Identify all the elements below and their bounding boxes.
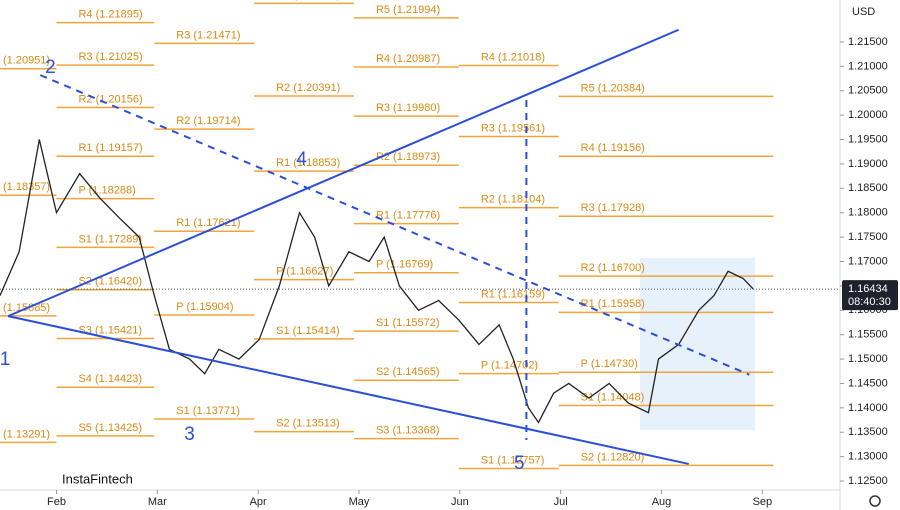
y-tick-label: 1.21000 [848,60,888,72]
pivot-label: R2 (1.18973) [376,151,440,163]
trendline [39,74,750,376]
trendline [7,28,680,318]
pivot-label: R3 (1.21471) [176,29,240,41]
pivot-label: P (1.14702) [481,360,538,372]
pivot-label: S1 (1.14048) [581,391,645,403]
last-price-label: 1.16434 [848,283,888,295]
pivot-label: S2 (1.14565) [376,366,440,378]
pivot-label: S1 (1.13771) [176,405,240,417]
y-tick-label: 1.17000 [848,255,888,267]
y-tick-label: 1.14000 [848,402,888,414]
pivot-label: R4 (1.20987) [376,53,440,65]
pivot-label: R4 (1.21895) [78,9,142,21]
x-tick-label: Jun [451,496,469,508]
pivot-label: R2 (1.20391) [276,82,340,94]
pivot-label: P (1.18288) [78,185,135,197]
settings-icon[interactable] [869,495,881,507]
y-tick-label: 1.17500 [848,231,888,243]
y-tick-label: 1.18500 [848,182,888,194]
x-tick-label: Feb [47,496,66,508]
y-tick-label: 1.20000 [848,109,888,121]
wave-label: 5 [514,453,525,474]
pivot-label: R3 (1.21025) [78,51,142,63]
y-tick-label: 1.19000 [848,158,888,170]
pivot-label: S3 (1.13368) [376,425,440,437]
pivot-label: S1 (1.12757) [481,454,545,466]
pivot-label: R2 (1.19714) [176,115,240,127]
pivot-label: R1 (1.16159) [481,288,545,300]
wave-label: 3 [184,424,195,445]
pivot-label: R4 (1.19156) [581,142,645,154]
pivot-label: S4 (1.14423) [78,373,142,385]
pivot-label: R2 (1.20156) [78,93,142,105]
y-tick-label: 1.20500 [848,85,888,97]
pivot-label: R3 (1.19980) [376,102,440,114]
pivot-label: R2 (1.16700) [581,262,645,274]
pivot-label: (1.18357) [3,181,50,193]
y-tick-label: 1.12500 [848,475,888,487]
pivot-label: R1 (1.17776) [376,210,440,222]
wave-label: 2 [45,57,56,78]
pivot-label: (1.13291) [3,428,50,440]
currency: USD [852,6,875,18]
pivot-label: R3 (1.17928) [581,202,645,214]
x-tick-label: Mar [148,496,167,508]
pivot-label: S5 (1.13425) [78,422,142,434]
pivot-label: R3 (1.22292) [276,0,340,1]
y-tick-label: 1.18000 [848,207,888,219]
pivot-label: (1.20951) [3,55,50,67]
pivot-label: P (1.14730) [581,358,638,370]
pivot-label: R1 (1.19157) [78,142,142,154]
pivot-label: P (1.16627) [276,266,333,278]
pivot-label: S1 (1.17289) [78,233,142,245]
pivot-label: R5 (1.21994) [376,4,440,16]
y-tick-label: 1.15000 [848,353,888,365]
volume-profile-area [640,258,755,430]
pivot-label: S1 (1.15414) [276,325,340,337]
trendline [7,315,689,465]
y-tick-label: 1.14500 [848,377,888,389]
wave-label: 4 [296,149,307,170]
y-tick-label: 1.21500 [848,36,888,48]
pivot-label: R1 (1.18853) [276,157,340,169]
x-tick-label: Jul [554,496,568,508]
pivot-label: R1 (1.15958) [581,298,645,310]
pivot-label: R2 (1.18104) [481,194,545,206]
pivot-label: P (1.15904) [176,301,233,313]
countdown: 08:40:30 [848,296,891,308]
pivot-label: P (1.16769) [376,259,433,271]
y-tick-label: 1.13000 [848,451,888,463]
y-tick-label: 1.13500 [848,426,888,438]
pivot-label: S2 (1.12820) [581,451,645,463]
pivot-label: R1 (1.17621) [176,217,240,229]
wave-label: 1 [0,349,10,370]
y-tick-label: 1.19500 [848,133,888,145]
last-price-box [842,280,898,311]
pivot-label: S2 (1.13513) [276,418,340,430]
pivot-label: S1 (1.15572) [376,317,440,329]
x-tick-label: Sep [753,496,773,508]
price-line [0,139,754,424]
pivot-label: S3 (1.15421) [78,324,142,336]
watermark: InstaFintech [62,471,133,486]
pivot-label: R5 (1.20384) [581,82,645,94]
x-tick-label: Apr [250,496,267,508]
pivot-label: R4 (1.21018) [481,51,545,63]
y-tick-label: 1.15500 [848,329,888,341]
x-tick-label: Aug [652,496,672,508]
x-tick-label: May [349,496,370,508]
pivot-label: R3 (1.19561) [481,122,545,134]
